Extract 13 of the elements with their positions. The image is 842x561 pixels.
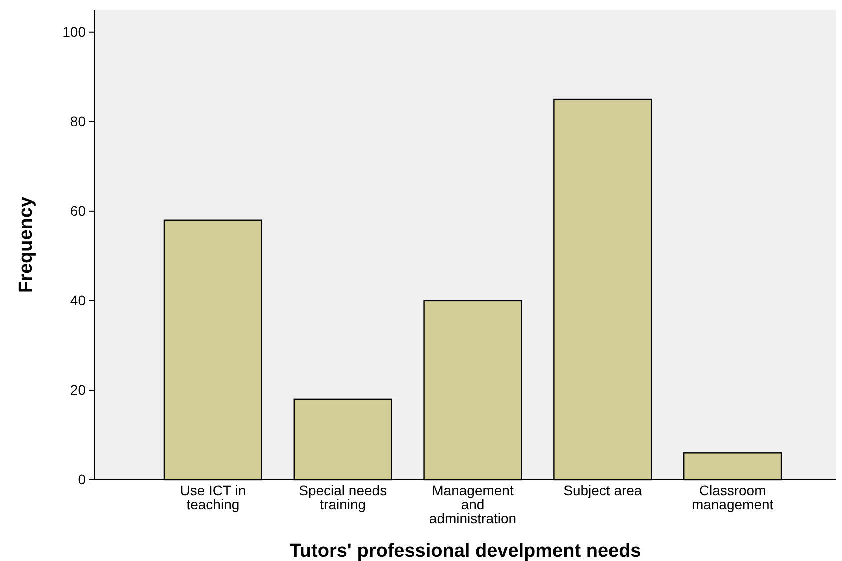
y-tick-label: 20 <box>70 382 86 398</box>
x-tick-label: Classroom management <box>692 482 774 513</box>
x-tick-label: Use ICT in teaching <box>180 482 246 513</box>
y-axis-title: Frequency <box>16 196 37 294</box>
x-tick-label: Special needs training <box>299 482 388 513</box>
y-tick-label: 0 <box>78 471 86 488</box>
y-tick-label: 40 <box>70 292 86 308</box>
y-tick-label: 60 <box>70 202 86 219</box>
y-tick-label: 80 <box>70 113 86 130</box>
y-tick-label: 100 <box>62 24 86 40</box>
x-tick-label: Management and administration <box>429 482 517 527</box>
x-axis-title: Tutors' professional develpment needs <box>290 541 642 561</box>
x-tick-label: Subject area <box>564 482 642 499</box>
